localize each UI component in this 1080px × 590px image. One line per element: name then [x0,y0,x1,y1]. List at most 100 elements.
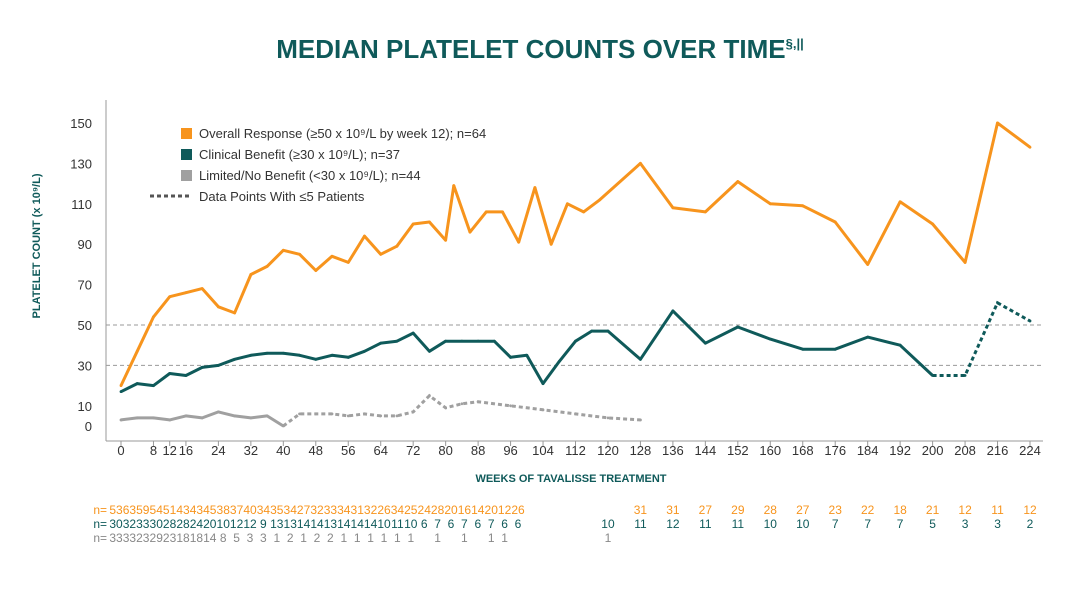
n-cell: 31 [634,503,648,517]
n-cell: 33 [136,517,150,531]
legend: Overall Response (≥50 x 10⁹/L by week 12… [150,126,486,204]
clinical-benefit-point [963,374,967,377]
n-cell: 20 [444,503,458,517]
n-cell: 40 [243,503,257,517]
n-cell: 12 [1023,503,1037,517]
clinical-benefit-point [931,374,935,377]
clinical-benefit-dotted-line [932,300,1031,377]
n-cell: 12 [230,517,244,531]
limited-no-point [314,412,318,416]
y-tick-label: 130 [70,156,92,171]
x-tick-label: 128 [630,443,652,458]
n-cell: 37 [230,503,244,517]
clinical-benefit-point [346,355,350,359]
n-cell: 1 [340,531,347,545]
overall-response-point [736,180,740,183]
n-cell: 45 [203,503,217,517]
clinical-benefit-point [996,301,999,305]
y-axis-label: PLATELET COUNT (x 10⁹/L) [31,173,43,318]
x-tick-label: 0 [117,443,124,458]
overall-response-point [898,200,902,204]
clinical-benefit-point [379,341,383,345]
overall-response-point [598,198,602,202]
n-cell: 30 [150,517,164,531]
n-cell: 35 [270,503,284,517]
clinical-benefit-point [574,339,577,343]
clinical-benefit-point [135,382,139,385]
n-cell: 18 [190,531,204,545]
overall-response-point [549,242,553,246]
n-cell: 7 [897,517,904,531]
x-tick-label: 200 [922,443,944,458]
y-tick-labels: 0 10 30 50 70 90 110 130 150 [70,116,92,434]
n-cell: 14 [310,517,324,531]
x-tick-label: 56 [341,443,355,458]
n-cell: 1 [300,531,307,545]
n-cell: 3 [962,517,969,531]
clinical-benefit-point [833,347,837,351]
n-cell: 1 [501,531,508,545]
clinical-benefit-point [768,337,772,341]
n-cell: 31 [351,503,365,517]
x-tick-label: 192 [889,443,911,458]
x-tick-label: 12 [162,443,176,458]
n-cell: 7 [434,517,441,531]
clinical-benefit-point [476,339,480,343]
clinical-benefit-point [411,331,415,335]
clinical-benefit-point [509,355,512,359]
n-cell: 54 [150,503,164,517]
limited-no-point [330,412,334,416]
overall-response-point [330,254,334,258]
overall-response-point [233,311,237,315]
clinical-benefit-point [216,364,220,367]
limited-no-point [444,406,448,410]
n-cell: 12 [243,517,257,531]
x-tick-label: 32 [244,443,258,458]
n-cell: 2 [287,531,294,545]
n-cell: 3 [994,517,1001,531]
n-cell: 14 [351,517,365,531]
n-cell: 32 [123,517,137,531]
overall-response-point [135,349,139,353]
limited-no-point [184,414,188,418]
chart-title-superscript: §,|| [786,36,804,51]
limited-no-point [541,408,545,412]
clinical-benefit-point [590,329,594,333]
x-axis-label: WEEKS OF TAVALISSE TREATMENT [475,473,666,485]
n-cell: 30 [109,517,123,531]
n-cell: 14 [471,503,485,517]
n-cell: 3 [247,531,254,545]
limited-no-point [281,424,285,428]
n-cell: 14 [337,517,351,531]
n-cell: 1 [434,531,441,545]
overall-response-point [517,240,521,244]
clinical-benefit-point [184,374,188,377]
n-cell: 26 [511,503,525,517]
overall-response-point [265,265,269,268]
n-cell: 43 [176,503,190,517]
limited-no-point [152,416,155,420]
x-tick-label: 144 [695,443,717,458]
n-cell: 1 [407,531,414,545]
n-cell: 16 [458,503,472,517]
overall-response-point [452,184,456,188]
clinical-benefit-point [168,372,172,375]
n-row-label: n= [93,517,107,531]
n-cell: 43 [190,503,204,517]
legend-label: Data Points With ≤5 Patients [199,189,365,204]
limited-no-point [363,412,366,416]
n-cell: 1 [605,531,612,545]
overall-response-point [119,384,123,387]
limited-no-point [574,412,577,416]
x-tick-label: 208 [954,443,976,458]
clinical-benefit-point [606,329,610,333]
limited-no-point [411,410,415,414]
y-tick-label: 0 [85,419,92,434]
n-cell: 32 [310,503,324,517]
overall-response-point [363,234,366,238]
clinical-benefit-point [866,335,870,339]
legend-swatch [181,170,192,181]
n-cell: 1 [488,531,495,545]
n-cell: 14 [297,517,311,531]
clinical-benefit-point [557,359,561,363]
